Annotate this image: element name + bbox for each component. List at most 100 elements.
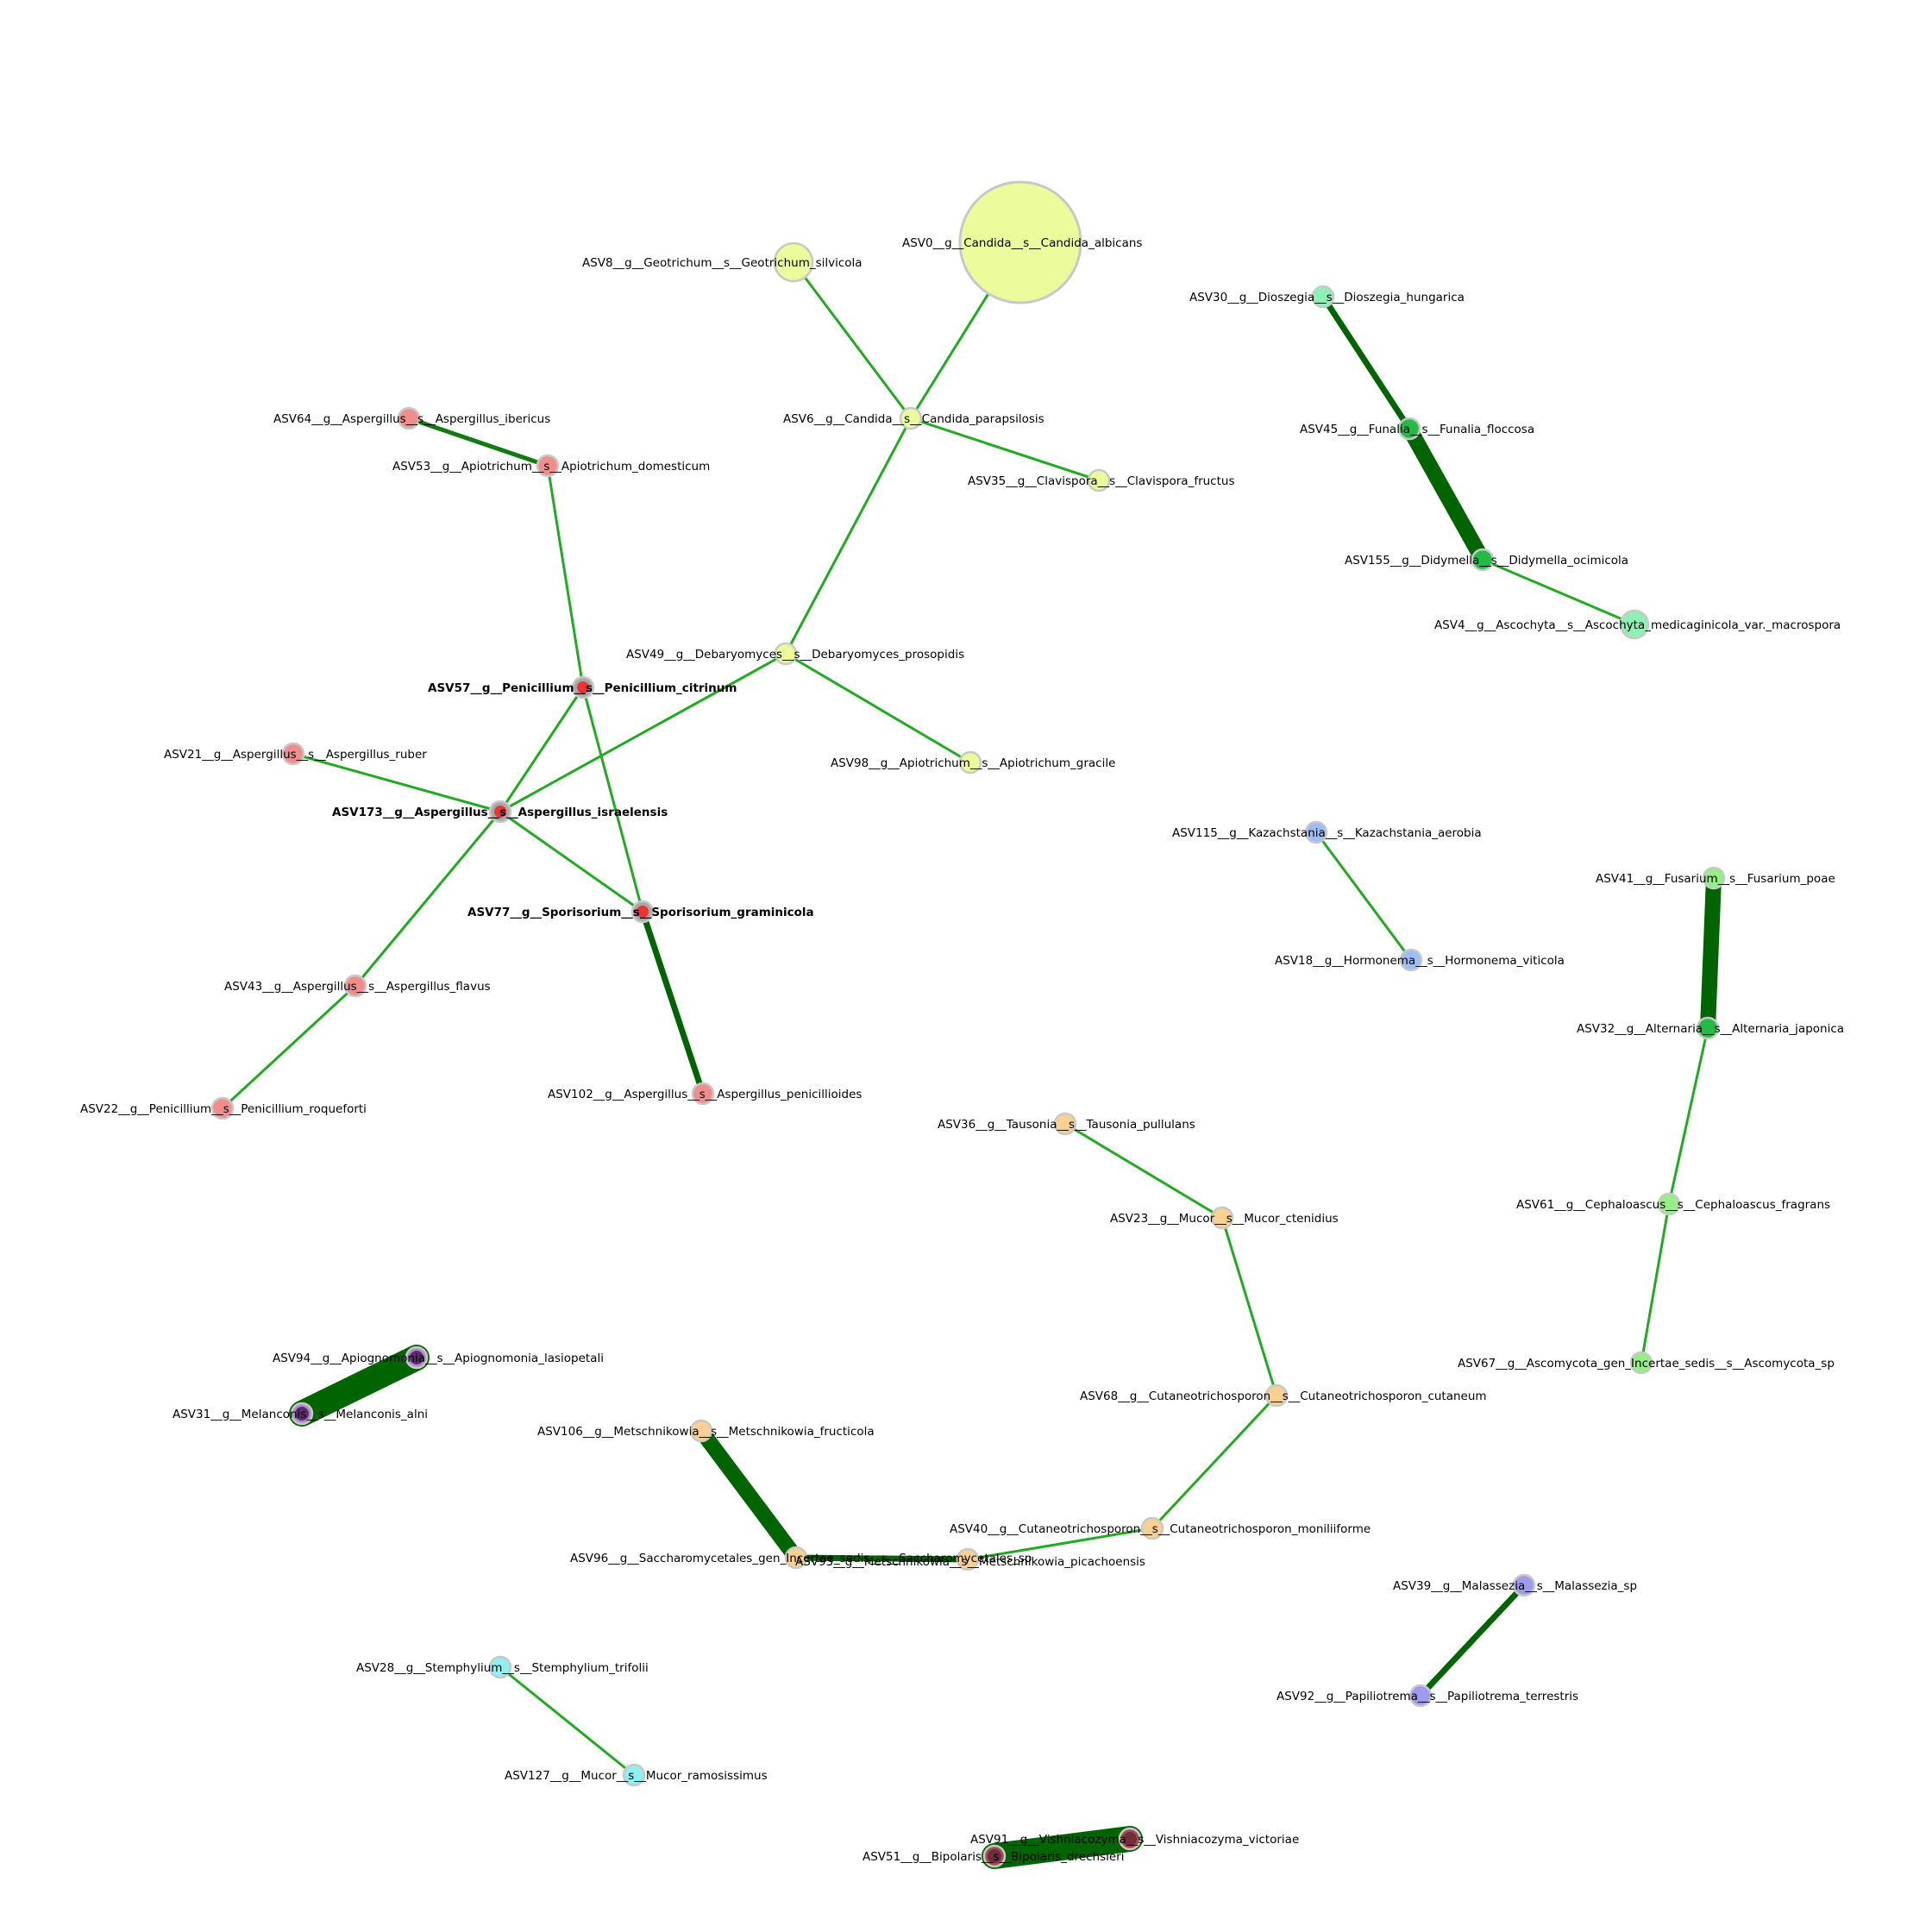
node-circle[interactable] <box>691 1082 715 1106</box>
node-asv155[interactable] <box>1471 548 1495 572</box>
node-asv41[interactable] <box>1702 866 1726 890</box>
edge-asv93-asv96 <box>795 1554 969 1563</box>
node-circle[interactable] <box>397 406 421 430</box>
edge-asv8-asv6 <box>792 261 913 419</box>
node-circle[interactable] <box>689 1419 713 1443</box>
node-label-asv68: ASV68__g__Cutaneotrichosporon__s__Cutane… <box>1080 1389 1487 1403</box>
node-asv18[interactable] <box>1399 948 1423 972</box>
node-asv35[interactable] <box>1087 468 1111 492</box>
node-circle[interactable] <box>488 1655 512 1679</box>
edge-asv32-asv61 <box>1667 1027 1709 1205</box>
node-asv115[interactable] <box>1304 820 1328 844</box>
node-circle[interactable] <box>899 406 923 430</box>
node-asv77[interactable] <box>630 900 655 924</box>
node-asv6[interactable] <box>899 406 923 430</box>
edge-asv39-asv92 <box>1418 1583 1527 1698</box>
node-asv92[interactable] <box>1408 1684 1433 1708</box>
node-asv21[interactable] <box>281 742 305 766</box>
node-asv68[interactable] <box>1264 1383 1289 1408</box>
node-circle[interactable] <box>1512 1573 1536 1597</box>
hub-center-marker <box>577 681 589 693</box>
node-asv8[interactable] <box>773 242 814 283</box>
node-circle[interactable] <box>1696 1016 1720 1040</box>
node-circle[interactable] <box>773 242 814 283</box>
node-asv53[interactable] <box>536 454 560 478</box>
node-asv39[interactable] <box>1512 1573 1536 1597</box>
node-circle[interactable] <box>1210 1206 1234 1230</box>
node-circle[interactable] <box>281 742 305 766</box>
node-circle[interactable] <box>1397 417 1421 441</box>
node-asv57[interactable] <box>571 675 595 699</box>
node-label-asv96: ASV96__g__Saccharomycetales_gen_Incertae… <box>570 1552 1032 1565</box>
node-circle[interactable] <box>1408 1684 1433 1708</box>
edge-asv61-asv67 <box>1640 1203 1671 1364</box>
node-asv40[interactable] <box>1140 1516 1164 1540</box>
node-asv28[interactable] <box>488 1655 512 1679</box>
node-dark-core <box>988 1849 1001 1863</box>
node-asv23[interactable] <box>1210 1206 1234 1230</box>
edge-asv57-asv173 <box>499 687 585 812</box>
node-circle[interactable] <box>956 1547 980 1571</box>
edge-asv21-asv173 <box>292 752 501 813</box>
node-asv61[interactable] <box>1657 1192 1681 1216</box>
node-label-asv57: ASV57__g__Penicillium__s__Penicillium_ci… <box>428 681 737 695</box>
node-circle[interactable] <box>958 180 1082 304</box>
node-asv106[interactable] <box>689 1419 713 1443</box>
node-label-asv39: ASV39__g__Malassezia__s__Malassezia_sp <box>1393 1579 1637 1593</box>
node-circle[interactable] <box>1311 285 1335 309</box>
node-asv102[interactable] <box>691 1082 715 1106</box>
node-label-asv98: ASV98__g__Apiotrichum__s__Apiotrichum_gr… <box>831 756 1115 770</box>
node-circle[interactable] <box>1471 548 1495 572</box>
node-circle[interactable] <box>1053 1112 1077 1136</box>
node-label-asv61: ASV61__g__Cephaloascus__s__Cephaloascus_… <box>1516 1198 1830 1212</box>
hub-center-marker <box>637 906 649 918</box>
node-circle[interactable] <box>210 1096 235 1120</box>
node-asv67[interactable] <box>1629 1351 1653 1375</box>
node-circle[interactable] <box>774 642 798 666</box>
node-circle[interactable] <box>1140 1516 1164 1540</box>
node-asv0[interactable] <box>958 180 1082 304</box>
node-label-asv92: ASV92__g__Papiliotrema__s__Papiliotrema_… <box>1276 1690 1578 1703</box>
node-asv94[interactable] <box>405 1346 429 1370</box>
node-circle[interactable] <box>1399 948 1423 972</box>
node-asv32[interactable] <box>1696 1016 1720 1040</box>
node-asv98[interactable] <box>958 750 982 775</box>
edge-asv94-asv31 <box>289 1345 430 1427</box>
node-asv91[interactable] <box>1118 1827 1142 1851</box>
node-label-asv49: ASV49__g__Debaryomyces__s__Debaryomyces_… <box>626 648 964 662</box>
node-dark-core <box>410 1351 423 1364</box>
node-label-asv53: ASV53__g__Apiotrichum__s__Apiotrichum_do… <box>392 460 710 474</box>
edge-asv57-asv77 <box>581 687 644 913</box>
node-circle[interactable] <box>958 750 982 775</box>
node-circle[interactable] <box>1087 468 1111 492</box>
node-label-asv23: ASV23__g__Mucor__s__Mucor_ctenidius <box>1110 1212 1339 1226</box>
node-asv22[interactable] <box>210 1096 235 1120</box>
node-circle[interactable] <box>343 974 367 998</box>
node-circle[interactable] <box>1304 820 1328 844</box>
node-circle[interactable] <box>1629 1351 1653 1375</box>
node-circle[interactable] <box>1619 609 1650 640</box>
node-circle[interactable] <box>784 1546 808 1570</box>
node-circle[interactable] <box>622 1763 646 1787</box>
labels-layer: ASV0__g__Candida__s__Candida_albicans ASV… <box>80 236 1844 1864</box>
node-asv43[interactable] <box>343 974 367 998</box>
node-asv173[interactable] <box>488 800 512 824</box>
node-circle[interactable] <box>536 454 560 478</box>
node-asv31[interactable] <box>290 1402 314 1426</box>
node-asv45[interactable] <box>1397 417 1421 441</box>
node-label-asv4: ASV4__g__Ascochyta__s__Ascochyta_medicag… <box>1434 618 1841 632</box>
node-label-asv30: ASV30__g__Dioszegia__s__Dioszegia_hungar… <box>1189 291 1465 304</box>
node-asv93[interactable] <box>956 1547 980 1571</box>
node-asv49[interactable] <box>774 642 798 666</box>
node-asv64[interactable] <box>397 406 421 430</box>
node-label-asv94: ASV94__g__Apiognomonia__s__Apiognomonia_… <box>273 1352 604 1365</box>
node-asv51[interactable] <box>982 1844 1007 1868</box>
node-circle[interactable] <box>1657 1192 1681 1216</box>
node-asv4[interactable] <box>1619 609 1650 640</box>
node-circle[interactable] <box>1264 1383 1289 1408</box>
node-asv30[interactable] <box>1311 285 1335 309</box>
node-circle[interactable] <box>1702 866 1726 890</box>
node-asv36[interactable] <box>1053 1112 1077 1136</box>
node-asv127[interactable] <box>622 1763 646 1787</box>
node-asv96[interactable] <box>784 1546 808 1570</box>
